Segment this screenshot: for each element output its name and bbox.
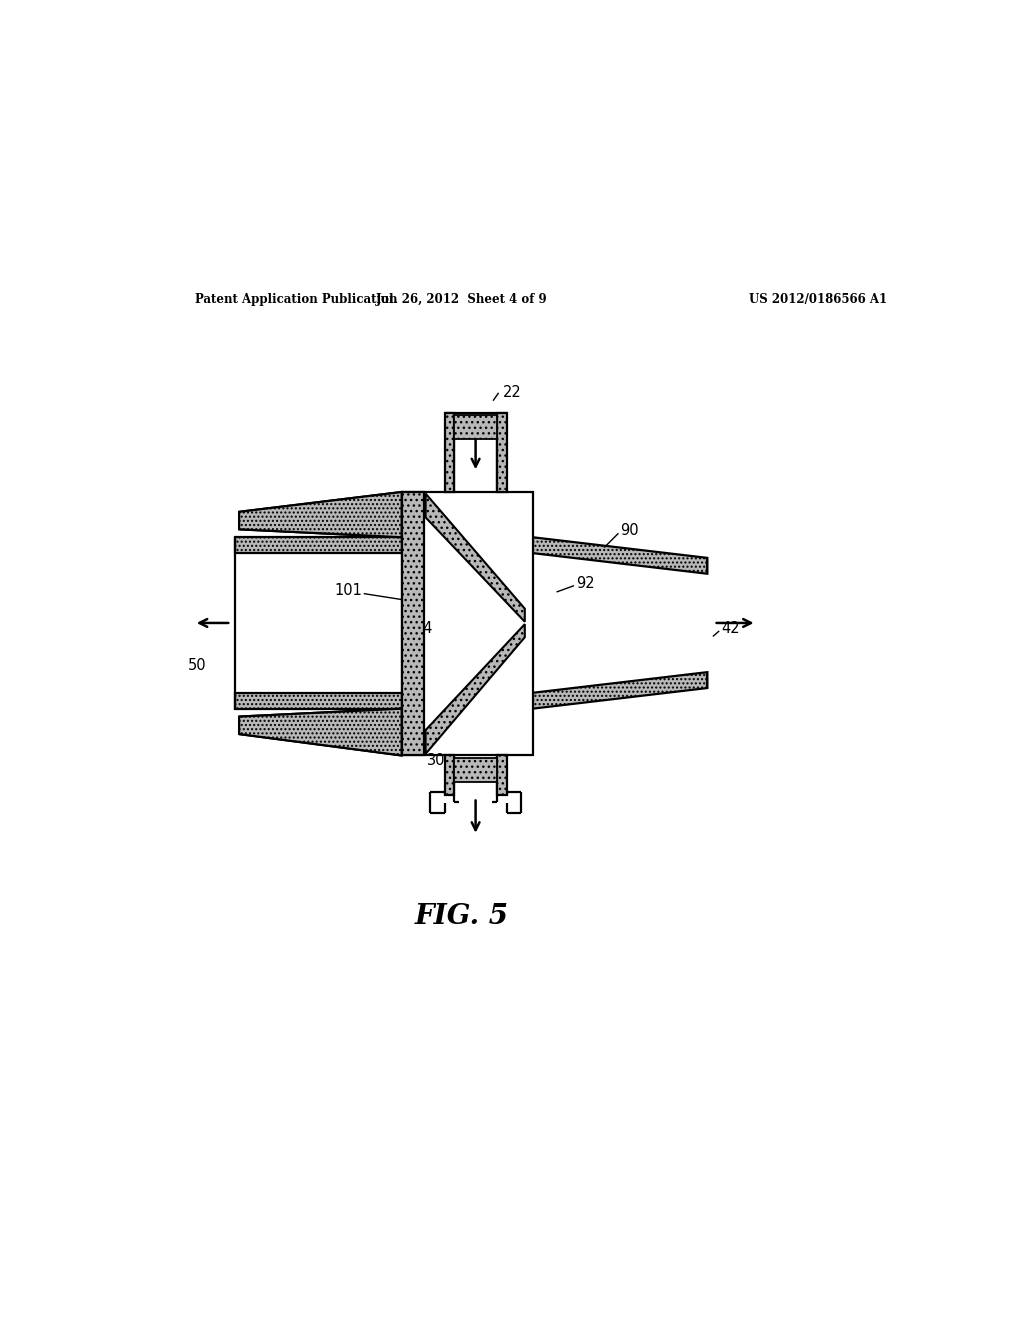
Polygon shape (532, 672, 708, 709)
Polygon shape (455, 414, 497, 438)
Text: 94: 94 (414, 620, 432, 636)
Text: 101: 101 (334, 583, 362, 598)
Polygon shape (497, 413, 507, 492)
Polygon shape (444, 413, 455, 492)
Polygon shape (236, 537, 401, 553)
Polygon shape (426, 624, 524, 754)
Text: FIG. 5: FIG. 5 (415, 903, 508, 931)
Text: 90: 90 (620, 523, 639, 537)
Polygon shape (426, 494, 524, 622)
Text: 22: 22 (503, 385, 521, 400)
Polygon shape (240, 709, 401, 755)
Polygon shape (236, 693, 401, 709)
Text: Jul. 26, 2012  Sheet 4 of 9: Jul. 26, 2012 Sheet 4 of 9 (376, 293, 547, 306)
Text: Patent Application Publication: Patent Application Publication (196, 293, 398, 306)
Polygon shape (401, 492, 532, 755)
Text: 42: 42 (722, 620, 740, 636)
Polygon shape (444, 755, 455, 795)
Polygon shape (240, 492, 401, 537)
Polygon shape (401, 492, 424, 755)
Text: US 2012/0186566 A1: US 2012/0186566 A1 (750, 293, 888, 306)
Text: 30: 30 (427, 752, 445, 768)
Polygon shape (532, 537, 708, 574)
Polygon shape (497, 755, 507, 795)
Polygon shape (455, 758, 497, 781)
Text: 50: 50 (187, 657, 206, 672)
Text: 26: 26 (408, 587, 426, 603)
Text: 92: 92 (577, 576, 595, 591)
